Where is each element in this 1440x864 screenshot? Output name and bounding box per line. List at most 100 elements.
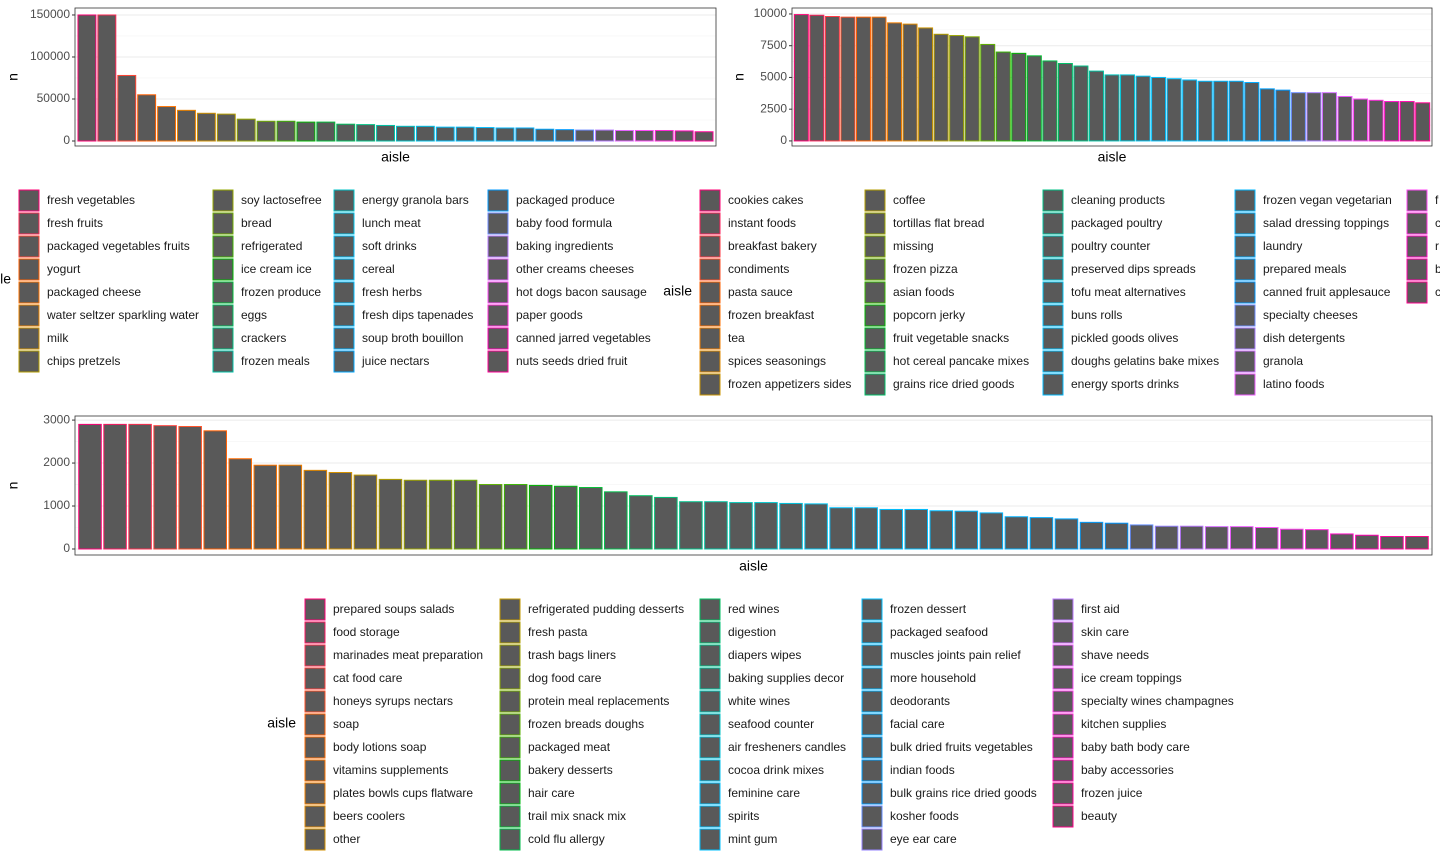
bar [578,487,603,550]
bar [879,508,903,550]
legend-label: refrigerated pudding desserts [528,602,684,616]
legend-key [1042,281,1064,304]
legend-key [1234,212,1256,235]
y-tick-label: 5000 [760,70,787,84]
bar [228,458,253,550]
legend-label: hair care [528,786,575,800]
legend-key [699,736,721,759]
legend-key [1234,327,1256,350]
legend-key [1234,373,1256,396]
bar [535,128,555,142]
legend-label: c [1435,216,1440,230]
bar [378,478,403,550]
legend-key [1406,281,1428,304]
legend-label: plates bowls cups flatware [333,786,473,800]
legend-key [212,304,234,327]
bar [515,127,535,142]
bar [1321,92,1337,142]
legend-label: bakery desserts [528,763,613,777]
legend-label: food storage [333,625,400,639]
legend-label: facial care [890,717,945,731]
legend-key [499,713,521,736]
legend-key [333,281,355,304]
bar [1120,74,1136,142]
legend-label: baking ingredients [516,239,613,253]
legend-label: fresh fruits [47,216,103,230]
legend-label: white wines [727,694,790,708]
legend-label: vitamins supplements [333,763,448,777]
legend-label: deodorants [890,694,950,708]
legend-key [499,828,521,851]
legend-label: energy granola bars [362,193,469,207]
bar [1004,516,1029,550]
legend-label: frozen breads doughs [528,717,644,731]
y-tick-label: 0 [63,133,70,147]
bar [995,51,1011,142]
legend-label: missing [893,239,934,253]
legend-key [699,281,721,304]
legend-key [487,350,509,373]
legend-key [487,327,509,350]
legend-label: red wines [728,602,779,616]
legend-key [699,304,721,327]
bar [824,16,840,142]
legend-label: frozen meals [241,354,310,368]
legend-key [18,281,40,304]
bar [949,35,965,142]
legend-label: baby food formula [516,216,612,230]
legend-label: cleaning products [1071,193,1165,207]
legend-key [1042,212,1064,235]
bar [840,16,856,142]
legend-key [18,189,40,212]
legend-key [499,759,521,782]
legend-key [304,759,326,782]
bar [804,503,828,550]
bar [157,106,177,142]
legend-label: juice nectars [361,354,429,368]
legend-label: tofu meat alternatives [1071,285,1186,299]
bar [555,129,575,142]
legend-key [499,598,521,621]
bar [177,109,196,142]
bar [278,464,303,550]
legend-label: granola [1263,354,1303,368]
legend-key [212,327,234,350]
bar [253,464,278,550]
legend-key [333,212,355,235]
legend-key [487,258,509,281]
legend-key [304,690,326,713]
bar [178,426,202,550]
legend-label: other [333,832,360,846]
legend-label: packaged poultry [1071,216,1162,230]
bar [1011,52,1027,142]
legend-key [861,598,883,621]
bar [1337,95,1353,142]
legend-key [487,212,509,235]
legend-label: other creams cheeses [516,262,634,276]
bar [77,14,97,142]
bar [376,124,396,142]
legend-label: ice cream ice [241,262,312,276]
legend-key [861,782,883,805]
legend-key [861,828,883,851]
legend-key [699,598,721,621]
legend-label: soup broth bouillon [362,331,463,345]
legend-label: popcorn jerky [893,308,965,322]
y-axis-title: n [5,73,21,81]
legend-key [1234,235,1256,258]
bar [1073,65,1089,142]
legend-label: spirits [728,809,759,823]
bar [1355,534,1379,550]
bar [503,484,528,550]
bar [809,14,825,142]
legend-key [861,736,883,759]
legend-key [333,350,355,373]
bar [1380,536,1404,550]
bar [528,484,553,550]
bar [1166,78,1182,142]
legend-key [1042,304,1064,327]
legend-label: instant foods [728,216,796,230]
bar [918,27,934,142]
legend-label: specialty cheeses [1263,308,1358,322]
bar [1054,518,1079,550]
